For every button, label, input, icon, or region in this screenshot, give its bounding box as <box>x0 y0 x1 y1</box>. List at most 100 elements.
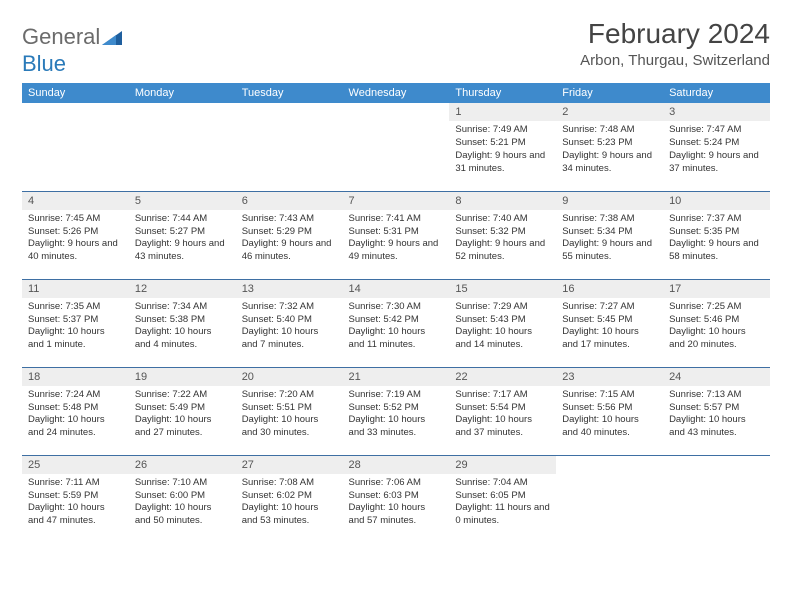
weekday-header: Saturday <box>663 83 770 103</box>
sunset-text: Sunset: 6:03 PM <box>349 490 444 503</box>
day-details: Sunrise: 7:08 AMSunset: 6:02 PMDaylight:… <box>236 474 343 532</box>
day-number: 13 <box>236 280 343 298</box>
day-details: Sunrise: 7:13 AMSunset: 5:57 PMDaylight:… <box>663 386 770 444</box>
day-number: 3 <box>663 103 770 121</box>
sunrise-text: Sunrise: 7:40 AM <box>455 213 550 226</box>
daylight-text: Daylight: 10 hours and 11 minutes. <box>349 326 444 352</box>
daylight-text: Daylight: 10 hours and 33 minutes. <box>349 414 444 440</box>
day-number: 17 <box>663 280 770 298</box>
sunset-text: Sunset: 6:00 PM <box>135 490 230 503</box>
day-details: Sunrise: 7:19 AMSunset: 5:52 PMDaylight:… <box>343 386 450 444</box>
day-details: Sunrise: 7:32 AMSunset: 5:40 PMDaylight:… <box>236 298 343 356</box>
sunset-text: Sunset: 5:52 PM <box>349 402 444 415</box>
daylight-text: Daylight: 10 hours and 17 minutes. <box>562 326 657 352</box>
day-number: 14 <box>343 280 450 298</box>
calendar-week-row: 18Sunrise: 7:24 AMSunset: 5:48 PMDayligh… <box>22 367 770 455</box>
daylight-text: Daylight: 11 hours and 0 minutes. <box>455 502 550 528</box>
sunset-text: Sunset: 5:24 PM <box>669 137 764 150</box>
sunrise-text: Sunrise: 7:20 AM <box>242 389 337 402</box>
day-number: 5 <box>129 192 236 210</box>
calendar-day-cell: 6Sunrise: 7:43 AMSunset: 5:29 PMDaylight… <box>236 191 343 279</box>
daylight-text: Daylight: 9 hours and 31 minutes. <box>455 150 550 176</box>
day-number: 8 <box>449 192 556 210</box>
logo-word1: General <box>22 24 100 49</box>
daylight-text: Daylight: 10 hours and 53 minutes. <box>242 502 337 528</box>
calendar-day-cell: 9Sunrise: 7:38 AMSunset: 5:34 PMDaylight… <box>556 191 663 279</box>
calendar-day-cell: 13Sunrise: 7:32 AMSunset: 5:40 PMDayligh… <box>236 279 343 367</box>
day-number: 15 <box>449 280 556 298</box>
sunset-text: Sunset: 5:59 PM <box>28 490 123 503</box>
sunrise-text: Sunrise: 7:43 AM <box>242 213 337 226</box>
calendar-day-cell: 17Sunrise: 7:25 AMSunset: 5:46 PMDayligh… <box>663 279 770 367</box>
sunset-text: Sunset: 5:31 PM <box>349 226 444 239</box>
calendar-week-row: 4Sunrise: 7:45 AMSunset: 5:26 PMDaylight… <box>22 191 770 279</box>
calendar-day-cell: 14Sunrise: 7:30 AMSunset: 5:42 PMDayligh… <box>343 279 450 367</box>
sunrise-text: Sunrise: 7:45 AM <box>28 213 123 226</box>
day-number: 10 <box>663 192 770 210</box>
sunrise-text: Sunrise: 7:25 AM <box>669 301 764 314</box>
calendar-day-cell: 4Sunrise: 7:45 AMSunset: 5:26 PMDaylight… <box>22 191 129 279</box>
logo-word2: Blue <box>22 51 66 76</box>
calendar-day-cell: 22Sunrise: 7:17 AMSunset: 5:54 PMDayligh… <box>449 367 556 455</box>
day-number: 4 <box>22 192 129 210</box>
sunset-text: Sunset: 5:57 PM <box>669 402 764 415</box>
day-details: Sunrise: 7:04 AMSunset: 6:05 PMDaylight:… <box>449 474 556 532</box>
calendar-day-cell: 16Sunrise: 7:27 AMSunset: 5:45 PMDayligh… <box>556 279 663 367</box>
sunrise-text: Sunrise: 7:13 AM <box>669 389 764 402</box>
day-details: Sunrise: 7:20 AMSunset: 5:51 PMDaylight:… <box>236 386 343 444</box>
day-details: Sunrise: 7:40 AMSunset: 5:32 PMDaylight:… <box>449 210 556 268</box>
calendar-day-cell: 28Sunrise: 7:06 AMSunset: 6:03 PMDayligh… <box>343 455 450 543</box>
day-number: 20 <box>236 368 343 386</box>
daylight-text: Daylight: 9 hours and 58 minutes. <box>669 238 764 264</box>
day-number: 16 <box>556 280 663 298</box>
day-number: 6 <box>236 192 343 210</box>
calendar-day-cell: 1Sunrise: 7:49 AMSunset: 5:21 PMDaylight… <box>449 103 556 191</box>
sunrise-text: Sunrise: 7:32 AM <box>242 301 337 314</box>
calendar-empty-cell <box>343 103 450 191</box>
day-number: 7 <box>343 192 450 210</box>
day-details: Sunrise: 7:45 AMSunset: 5:26 PMDaylight:… <box>22 210 129 268</box>
day-details: Sunrise: 7:44 AMSunset: 5:27 PMDaylight:… <box>129 210 236 268</box>
sunrise-text: Sunrise: 7:34 AM <box>135 301 230 314</box>
sunrise-text: Sunrise: 7:27 AM <box>562 301 657 314</box>
calendar-day-cell: 21Sunrise: 7:19 AMSunset: 5:52 PMDayligh… <box>343 367 450 455</box>
sunset-text: Sunset: 5:40 PM <box>242 314 337 327</box>
calendar-day-cell: 29Sunrise: 7:04 AMSunset: 6:05 PMDayligh… <box>449 455 556 543</box>
day-details: Sunrise: 7:35 AMSunset: 5:37 PMDaylight:… <box>22 298 129 356</box>
calendar-day-cell: 23Sunrise: 7:15 AMSunset: 5:56 PMDayligh… <box>556 367 663 455</box>
day-details: Sunrise: 7:27 AMSunset: 5:45 PMDaylight:… <box>556 298 663 356</box>
logo-triangle-icon <box>102 25 122 51</box>
logo: General Blue <box>22 18 122 77</box>
daylight-text: Daylight: 9 hours and 52 minutes. <box>455 238 550 264</box>
daylight-text: Daylight: 9 hours and 40 minutes. <box>28 238 123 264</box>
daylight-text: Daylight: 10 hours and 20 minutes. <box>669 326 764 352</box>
weekday-header: Wednesday <box>343 83 450 103</box>
sunset-text: Sunset: 5:21 PM <box>455 137 550 150</box>
sunrise-text: Sunrise: 7:44 AM <box>135 213 230 226</box>
sunset-text: Sunset: 5:48 PM <box>28 402 123 415</box>
day-details: Sunrise: 7:10 AMSunset: 6:00 PMDaylight:… <box>129 474 236 532</box>
sunset-text: Sunset: 6:02 PM <box>242 490 337 503</box>
sunrise-text: Sunrise: 7:22 AM <box>135 389 230 402</box>
day-details: Sunrise: 7:34 AMSunset: 5:38 PMDaylight:… <box>129 298 236 356</box>
calendar-day-cell: 26Sunrise: 7:10 AMSunset: 6:00 PMDayligh… <box>129 455 236 543</box>
calendar-day-cell: 2Sunrise: 7:48 AMSunset: 5:23 PMDaylight… <box>556 103 663 191</box>
sunrise-text: Sunrise: 7:38 AM <box>562 213 657 226</box>
location: Arbon, Thurgau, Switzerland <box>580 52 770 69</box>
daylight-text: Daylight: 10 hours and 1 minute. <box>28 326 123 352</box>
calendar-day-cell: 27Sunrise: 7:08 AMSunset: 6:02 PMDayligh… <box>236 455 343 543</box>
sunrise-text: Sunrise: 7:35 AM <box>28 301 123 314</box>
calendar-table: SundayMondayTuesdayWednesdayThursdayFrid… <box>22 83 770 543</box>
calendar-day-cell: 24Sunrise: 7:13 AMSunset: 5:57 PMDayligh… <box>663 367 770 455</box>
sunset-text: Sunset: 5:42 PM <box>349 314 444 327</box>
calendar-empty-cell <box>556 455 663 543</box>
weekday-header: Sunday <box>22 83 129 103</box>
sunrise-text: Sunrise: 7:08 AM <box>242 477 337 490</box>
sunrise-text: Sunrise: 7:37 AM <box>669 213 764 226</box>
day-number: 2 <box>556 103 663 121</box>
sunset-text: Sunset: 5:37 PM <box>28 314 123 327</box>
sunset-text: Sunset: 5:45 PM <box>562 314 657 327</box>
weekday-header: Monday <box>129 83 236 103</box>
day-number: 19 <box>129 368 236 386</box>
day-details: Sunrise: 7:11 AMSunset: 5:59 PMDaylight:… <box>22 474 129 532</box>
